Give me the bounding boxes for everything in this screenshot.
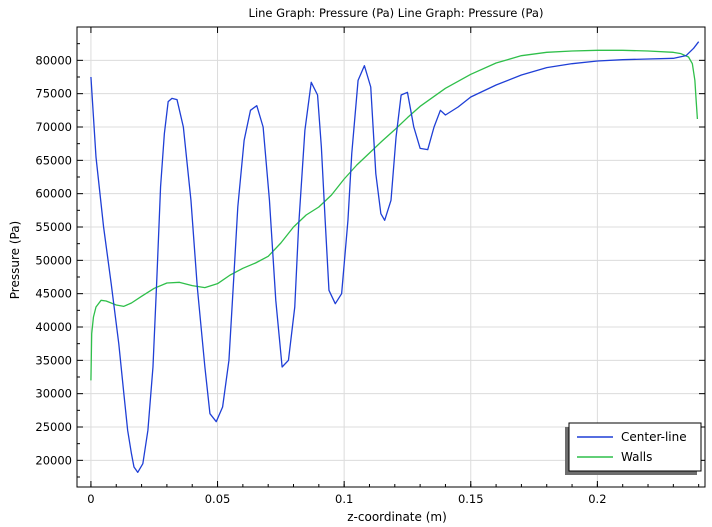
y-tick-label: 50000: [35, 253, 72, 267]
y-tick-label: 25000: [35, 420, 72, 434]
series-layer: [90, 41, 700, 473]
series-line-center-line: [90, 41, 700, 473]
y-axis-title: Pressure (Pa): [8, 221, 22, 299]
y-tick-label: 55000: [35, 220, 72, 234]
y-tick-label: 20000: [35, 453, 72, 467]
grid: [77, 27, 705, 487]
series-line-walls: [90, 49, 699, 381]
y-tick-label: 70000: [35, 120, 72, 134]
x-tick-label: 0.15: [458, 492, 484, 506]
plot-area-frame: [76, 26, 706, 488]
chart-title: Line Graph: Pressure (Pa) Line Graph: Pr…: [249, 6, 544, 20]
legend: Center-line Walls: [565, 422, 702, 475]
legend-box: [568, 422, 702, 472]
y-tick-label: 40000: [35, 320, 72, 334]
legend-label: Center-line: [621, 430, 687, 444]
y-tick-label: 45000: [35, 287, 72, 301]
x-tick-label: 0.1: [335, 492, 353, 506]
y-tick-label: 75000: [35, 87, 72, 101]
y-tick-label: 30000: [35, 387, 72, 401]
x-tick-label: 0.2: [588, 492, 606, 506]
y-tick-label: 65000: [35, 153, 72, 167]
x-tick-label: 0.05: [205, 492, 231, 506]
y-tick-label: 35000: [35, 353, 72, 367]
x-axis-title: z-coordinate (m): [347, 510, 447, 524]
y-tick-label: 80000: [35, 53, 72, 67]
x-tick-label: 0: [87, 492, 94, 506]
legend-label: Walls: [621, 450, 652, 464]
y-tick-label: 60000: [35, 187, 72, 201]
axis-ticks: 0 0.05 0.1 0.15 0.2 20000 25000 30000 35000 40000…: [35, 27, 705, 506]
